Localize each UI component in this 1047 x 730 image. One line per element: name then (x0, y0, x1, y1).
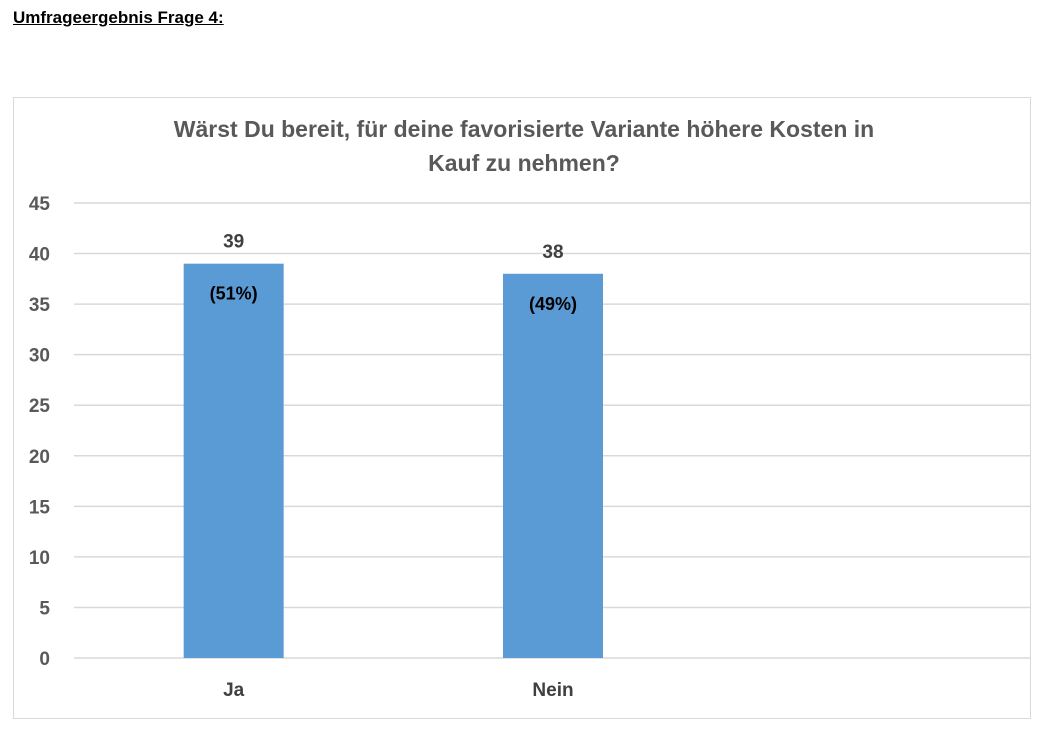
value-label: 39 (223, 232, 244, 253)
percent-label: (49%) (529, 294, 577, 314)
y-tick-label: 20 (29, 447, 50, 468)
x-axis-tick-labels: Ja Nein (223, 680, 573, 701)
y-tick-label: 0 (39, 649, 50, 670)
chart-area: Wärst Du bereit, für deine favorisierte … (13, 97, 1032, 719)
y-tick-label: 40 (29, 245, 50, 266)
y-tick-label: 45 (29, 194, 51, 215)
y-tick-label: 25 (29, 396, 51, 417)
bar-chart: Wärst Du bereit, für deine favorisierte … (29, 116, 1032, 701)
page-heading: Umfrageergebnis Frage 4: (13, 8, 224, 27)
y-axis-tick-labels: 0 5 10 15 20 25 30 35 40 45 (29, 194, 51, 670)
chart-title-line-2: Kauf zu nehmen? (428, 150, 620, 176)
value-label: 38 (542, 242, 563, 263)
x-tick-label: Nein (532, 680, 573, 701)
bar-ja (183, 263, 284, 658)
y-tick-label: 35 (29, 295, 51, 316)
y-tick-label: 5 (39, 598, 50, 619)
data-labels: 39 (51%) 38 (49%) (210, 232, 577, 314)
chart-title-line-1: Wärst Du bereit, für deine favorisierte … (174, 116, 874, 142)
y-tick-label: 30 (29, 346, 50, 367)
y-tick-label: 15 (29, 497, 51, 518)
bars (183, 263, 603, 658)
y-tick-label: 10 (29, 548, 50, 569)
percent-label: (51%) (210, 284, 258, 304)
bar-nein (503, 273, 603, 658)
x-tick-label: Ja (223, 680, 245, 701)
